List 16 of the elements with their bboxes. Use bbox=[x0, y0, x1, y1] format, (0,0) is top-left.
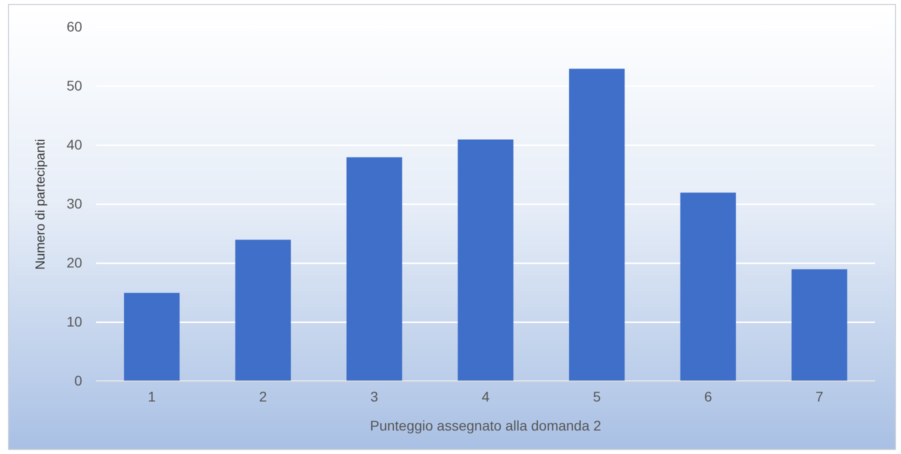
x-tick-label: 2 bbox=[259, 388, 268, 405]
y-tick-label: 0 bbox=[74, 372, 82, 388]
x-tick-label: 6 bbox=[704, 388, 712, 405]
x-tick-label: 5 bbox=[592, 388, 601, 405]
y-tick-label: 50 bbox=[66, 77, 82, 94]
x-tick-label: 4 bbox=[482, 388, 490, 405]
x-axis-title: Punteggio assegnato alla domanda 2 bbox=[370, 417, 602, 434]
y-tick-label: 30 bbox=[66, 195, 82, 212]
y-tick-label: 10 bbox=[66, 313, 82, 330]
y-tick-label: 20 bbox=[66, 254, 82, 270]
y-tick-label: 40 bbox=[66, 136, 82, 152]
x-tick-label: 7 bbox=[815, 388, 824, 405]
y-axis-title: Numero di partecipanti bbox=[32, 138, 48, 270]
y-tick-label: 60 bbox=[66, 18, 82, 34]
x-tick-label: 3 bbox=[370, 388, 378, 405]
x-tick-label: 1 bbox=[148, 388, 156, 405]
